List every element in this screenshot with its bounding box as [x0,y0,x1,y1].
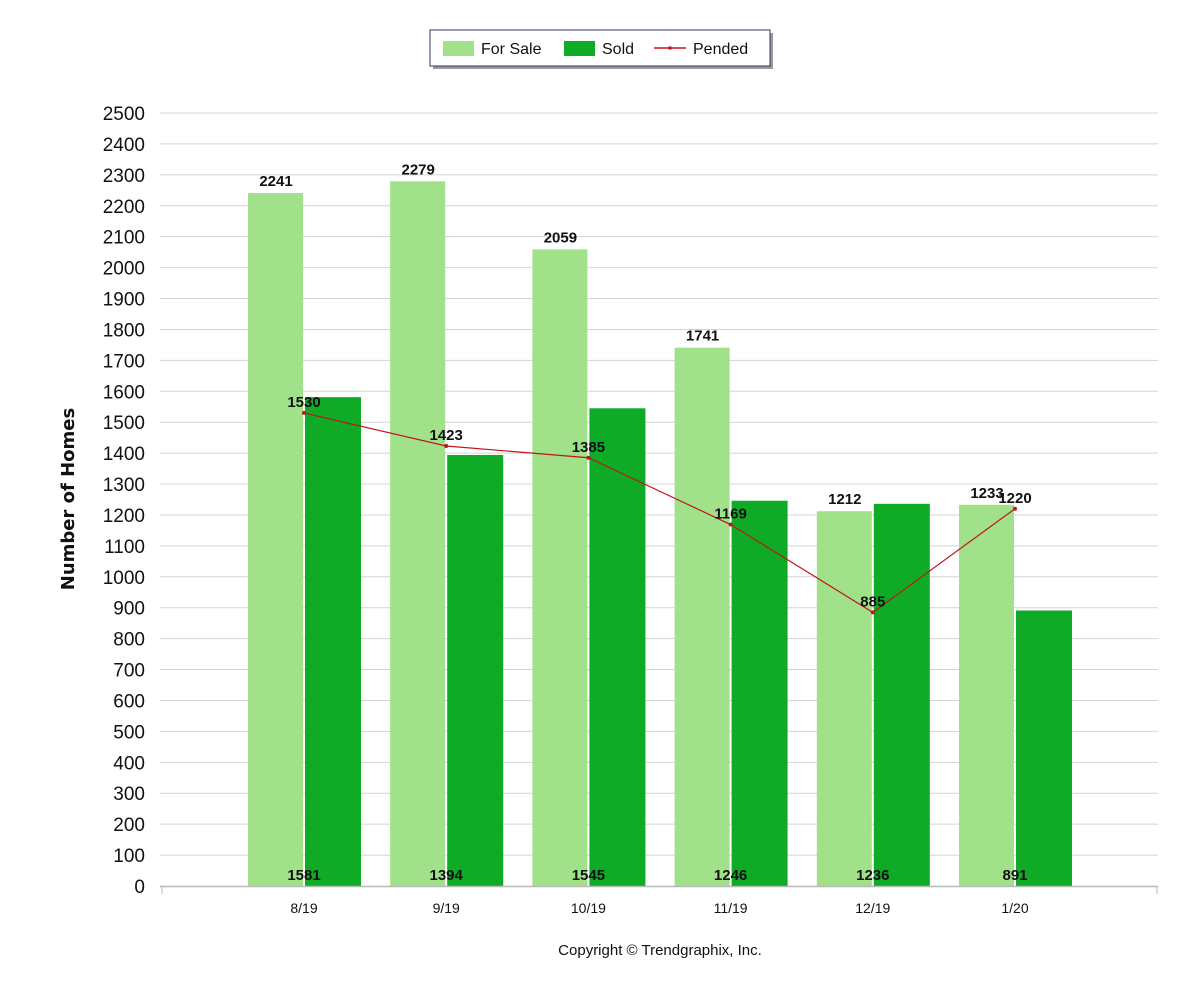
legend-swatch-sold [564,41,595,56]
y-tick-label: 1800 [103,320,145,341]
pended-series-line [303,412,1016,614]
pended-point [1013,506,1017,511]
pended-point [870,610,875,615]
data-label-sold: 891 [1002,867,1027,884]
x-tick-label: 12/19 [855,900,890,916]
legend-marker-pended [668,46,672,50]
x-tick-label: 8/19 [290,900,317,916]
y-tick-label: 200 [113,815,145,836]
y-tick-label: 1700 [103,351,145,372]
pended-line [302,410,1017,615]
data-label-pended: 1530 [287,394,320,411]
pended-point [444,444,449,449]
data-labels: 2241 1581 1530 2279 1394 1423 2059 1545 1385 1741… [259,161,1031,884]
data-label-for-sale: 2059 [544,229,577,246]
y-tick-label: 2500 [103,104,145,125]
bar-sold [873,503,930,886]
data-label-sold: 1394 [430,867,464,884]
data-label-for-sale: 2279 [402,161,435,178]
bar-sold [305,397,361,886]
y-tick-label: 300 [113,784,145,805]
y-tick-label: 1000 [103,568,145,589]
y-tick-label: 1600 [103,382,145,403]
y-tick-label: 1400 [103,444,145,465]
y-tick-label: 100 [113,846,145,867]
x-tick-label: 10/19 [571,900,606,916]
bar-sold [447,454,504,886]
legend-label-sold: Sold [602,41,634,58]
bar-sold [1016,610,1072,886]
bar-for-sale [248,193,303,887]
data-label-for-sale: 1741 [686,328,719,345]
data-label-for-sale: 1212 [828,491,861,508]
y-tick-label: 1200 [103,506,145,527]
x-axis: 8/19 9/19 10/19 11/19 12/19 1/20 [160,885,1158,916]
y-tick-label: 1100 [104,537,145,558]
bar-for-sale [959,504,1014,886]
y-tick-label: 900 [113,599,145,620]
bar-sold [731,500,788,886]
y-tick-label: 1900 [103,290,145,311]
data-label-sold: 1246 [714,867,747,884]
bar-sold [589,408,646,886]
data-label-for-sale: 2241 [259,173,292,190]
legend-swatch-for-sale [443,41,474,56]
legend-label-pended: Pended [693,41,748,58]
data-label-pended: 1169 [714,506,747,523]
pended-point [586,455,591,460]
data-label-sold: 1236 [856,867,889,884]
legend: For Sale Sold Pended [429,29,773,69]
x-tick-label: 11/19 [714,900,748,916]
bar-for-sale [532,249,588,887]
y-tick-label: 2400 [103,135,145,156]
y-tick-label: 2200 [103,197,145,218]
bar-for-sale [390,181,446,887]
y-tick-label: 500 [113,722,145,743]
data-label-sold: 1545 [572,867,605,884]
y-tick-label: 800 [113,630,145,651]
y-tick-label: 2300 [103,166,145,187]
data-label-sold: 1581 [287,867,320,884]
pended-point [728,522,733,527]
y-tick-label: 600 [113,691,145,712]
y-tick-label: 0 [134,877,145,898]
bar-for-sale [674,347,730,886]
data-label-for-sale: 1233 [970,485,1003,502]
y-tick-label: 400 [113,753,145,774]
legend-label-for-sale: For Sale [481,41,542,58]
bars [248,181,1072,887]
y-tick-label: 2100 [103,228,145,249]
y-tick-label: 2000 [103,259,145,280]
data-label-pended: 885 [860,593,885,610]
y-tick-label: 1300 [103,475,145,496]
y-axis: 0 100 200 300 400 500 600 700 800 900 1000 1100 1200… [103,104,145,898]
x-tick-label: 1/20 [1001,900,1028,916]
y-tick-label: 1500 [103,413,145,434]
x-tick-label: 9/19 [433,900,460,916]
y-axis-title: Number of Homes [58,408,79,590]
bar-for-sale [816,511,872,886]
data-label-pended: 1423 [430,427,463,444]
y-tick-label: 700 [113,661,145,682]
pended-point [302,410,306,415]
copyright: Copyright © Trendgraphix, Inc. [558,942,762,959]
data-label-pended: 1385 [572,439,605,456]
data-label-pended: 1220 [998,490,1031,507]
